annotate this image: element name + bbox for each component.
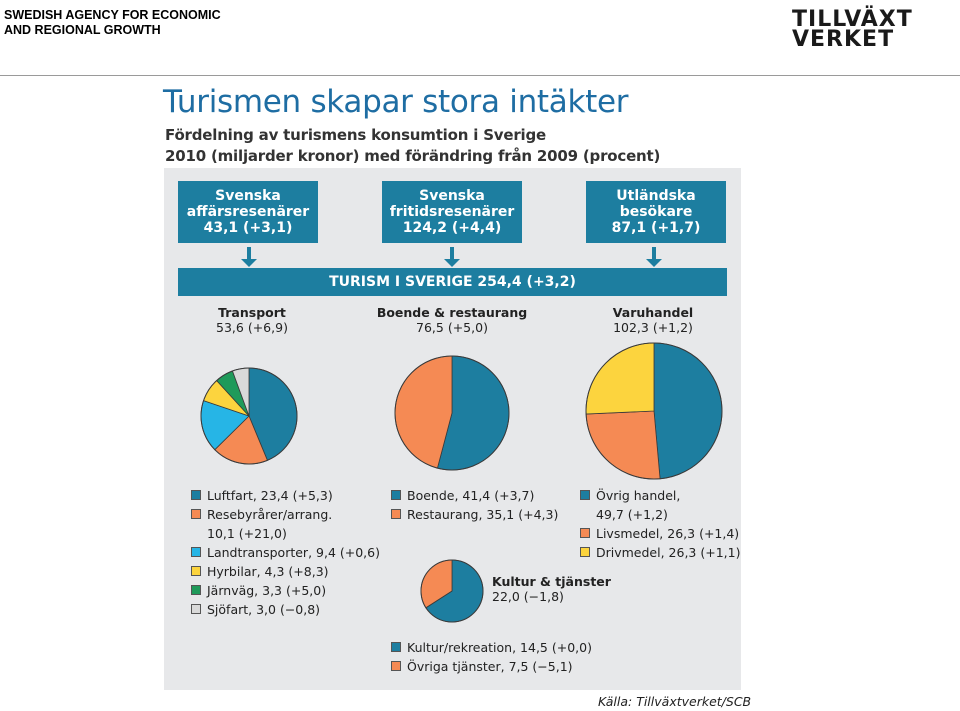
legend-label: Landtransporter, 9,4 (+0,6) bbox=[207, 545, 380, 560]
pie-title-transport: Transport 53,6 (+6,9) bbox=[192, 305, 312, 335]
source-box-business-line1: Svenska bbox=[215, 188, 281, 204]
legend-label: Kultur/rekreation, 14,5 (+0,0) bbox=[407, 640, 592, 655]
legend-retail: Övrig handel, 49,7 (+1,2) Livsmedel, 26,3… bbox=[580, 486, 740, 562]
source-note: Källa: Tillväxtverket/SCB bbox=[598, 694, 752, 709]
pie-title-accommodation: Boende & restaurang 76,5 (+5,0) bbox=[372, 305, 532, 335]
legend-swatch bbox=[191, 490, 201, 500]
pie-accommodation-name: Boende & restaurang bbox=[376, 305, 528, 320]
legend-swatch bbox=[391, 642, 401, 652]
agency-name-line1: SWEDISH AGENCY FOR ECONOMIC bbox=[4, 8, 221, 22]
legend-item: Luftfart, 23,4 (+5,3) bbox=[191, 486, 380, 505]
source-box-business-value: 43,1 (+3,1) bbox=[203, 220, 293, 236]
infographic-panel: Svenska affärsresenärer 43,1 (+3,1) Sven… bbox=[164, 168, 741, 690]
pie-retail-name: Varuhandel bbox=[612, 305, 694, 320]
pie-outline bbox=[200, 367, 298, 465]
legend-label: Restaurang, 35,1 (+4,3) bbox=[407, 507, 559, 522]
source-box-foreign-line1: Utländska bbox=[616, 188, 696, 204]
arrow-business bbox=[241, 247, 257, 267]
legend-label: 49,7 (+1,2) bbox=[596, 507, 668, 522]
chart-subtitle-line1: Fördelning av turismens konsumtion i Sve… bbox=[165, 126, 547, 144]
legend-label: Livsmedel, 26,3 (+1,4) bbox=[596, 526, 740, 541]
pie-outline bbox=[420, 559, 484, 623]
pie-culture bbox=[420, 559, 484, 623]
legend-item: Restaurang, 35,1 (+4,3) bbox=[391, 505, 558, 524]
legend-swatch bbox=[191, 566, 201, 576]
legend-item: Boende, 41,4 (+3,7) bbox=[391, 486, 558, 505]
legend-item: Drivmedel, 26,3 (+1,1) bbox=[580, 543, 740, 562]
total-banner: TURISM I SVERIGE 254,4 (+3,2) bbox=[178, 268, 727, 296]
legend-label: Övriga tjänster, 7,5 (−5,1) bbox=[407, 659, 573, 674]
pie-slice-2 bbox=[585, 342, 655, 415]
slide-title: Turismen skapar stora intäkter bbox=[163, 84, 629, 120]
legend-item: Övrig handel, 49,7 (+1,2) bbox=[580, 486, 740, 524]
pie-outline bbox=[585, 342, 723, 480]
pie-outline bbox=[394, 355, 510, 471]
pie-title-retail: Varuhandel 102,3 (+1,2) bbox=[588, 305, 718, 335]
legend-swatch bbox=[191, 509, 201, 519]
legend-label: Boende, 41,4 (+3,7) bbox=[407, 488, 535, 503]
pie-transport-name: Transport bbox=[218, 305, 286, 320]
pie-slice-1 bbox=[585, 410, 661, 480]
legend-culture: Kultur/rekreation, 14,5 (+0,0) Övriga tj… bbox=[391, 638, 592, 676]
pie-transport bbox=[200, 367, 298, 465]
pie-transport-total: 53,6 (+6,9) bbox=[216, 320, 288, 335]
legend-item: Resebyrårer/arrang. 10,1 (+21,0) bbox=[191, 505, 380, 543]
tillvaxtverket-logo: TILLVÄXT VERKET bbox=[790, 2, 915, 52]
source-box-foreign: Utländska besökare 87,1 (+1,7) bbox=[586, 181, 726, 243]
legend-label: Drivmedel, 26,3 (+1,1) bbox=[596, 545, 741, 560]
legend-label: Hyrbilar, 4,3 (+8,3) bbox=[207, 564, 329, 579]
legend-label: Järnväg, 3,3 (+5,0) bbox=[207, 583, 327, 598]
legend-swatch bbox=[191, 547, 201, 557]
legend-item: Järnväg, 3,3 (+5,0) bbox=[191, 581, 380, 600]
legend-item: Hyrbilar, 4,3 (+8,3) bbox=[191, 562, 380, 581]
legend-transport: Luftfart, 23,4 (+5,3) Resebyrårer/arrang… bbox=[191, 486, 380, 619]
source-box-leisure-value: 124,2 (+4,4) bbox=[402, 220, 502, 236]
pie-retail bbox=[585, 342, 723, 480]
pie-slice-0 bbox=[653, 342, 723, 480]
legend-swatch bbox=[391, 509, 401, 519]
agency-name: SWEDISH AGENCY FOR ECONOMIC AND REGIONAL… bbox=[4, 8, 221, 38]
legend-item: Övriga tjänster, 7,5 (−5,1) bbox=[391, 657, 592, 676]
pie-accommodation-total: 76,5 (+5,0) bbox=[416, 320, 488, 335]
legend-swatch bbox=[191, 585, 201, 595]
source-box-foreign-line2: besökare bbox=[619, 204, 693, 220]
pie-retail-total: 102,3 (+1,2) bbox=[613, 320, 693, 335]
legend-label: 10,1 (+21,0) bbox=[207, 526, 287, 541]
arrow-foreign bbox=[646, 247, 662, 267]
pie-title-culture: Kultur & tjänster 22,0 (−1,8) bbox=[492, 574, 611, 604]
chart-subtitle-line2: 2010 (miljarder kronor) med förändring f… bbox=[165, 147, 661, 165]
legend-swatch bbox=[391, 490, 401, 500]
header-divider bbox=[0, 75, 960, 76]
pie-culture-total: 22,0 (−1,8) bbox=[492, 589, 564, 604]
source-box-foreign-value: 87,1 (+1,7) bbox=[611, 220, 701, 236]
legend-swatch bbox=[580, 547, 590, 557]
legend-item: Landtransporter, 9,4 (+0,6) bbox=[191, 543, 380, 562]
arrow-leisure bbox=[444, 247, 460, 267]
legend-label: Övrig handel, bbox=[596, 488, 681, 503]
legend-label: Resebyrårer/arrang. bbox=[207, 507, 333, 522]
logo-line1: TILLVÄXT bbox=[792, 7, 913, 32]
pie-accommodation bbox=[394, 355, 510, 471]
legend-label: Sjöfart, 3,0 (−0,8) bbox=[207, 602, 321, 617]
legend-swatch bbox=[580, 490, 590, 500]
legend-item: Sjöfart, 3,0 (−0,8) bbox=[191, 600, 380, 619]
legend-item: Kultur/rekreation, 14,5 (+0,0) bbox=[391, 638, 592, 657]
pie-culture-name: Kultur & tjänster bbox=[492, 574, 611, 589]
agency-name-line2: AND REGIONAL GROWTH bbox=[4, 23, 161, 37]
legend-item: Livsmedel, 26,3 (+1,4) bbox=[580, 524, 740, 543]
source-box-business-line2: affärsresenärer bbox=[186, 204, 310, 220]
logo-line2: VERKET bbox=[792, 27, 895, 52]
legend-label: Luftfart, 23,4 (+5,3) bbox=[207, 488, 333, 503]
legend-swatch bbox=[580, 528, 590, 538]
source-box-leisure-line1: Svenska bbox=[419, 188, 485, 204]
source-box-leisure-line2: fritidsresenärer bbox=[389, 204, 515, 220]
legend-swatch bbox=[391, 661, 401, 671]
source-box-leisure: Svenska fritidsresenärer 124,2 (+4,4) bbox=[382, 181, 522, 243]
source-box-business: Svenska affärsresenärer 43,1 (+3,1) bbox=[178, 181, 318, 243]
legend-accommodation: Boende, 41,4 (+3,7) Restaurang, 35,1 (+4… bbox=[391, 486, 558, 524]
legend-swatch bbox=[191, 604, 201, 614]
